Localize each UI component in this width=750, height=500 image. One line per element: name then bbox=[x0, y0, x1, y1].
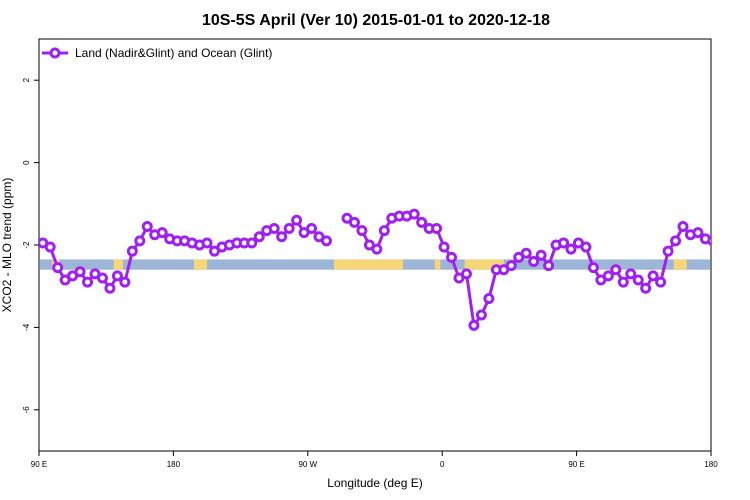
y-axis-ticks: 2 0 -2 -4 -6 bbox=[22, 77, 39, 413]
land-segment-4 bbox=[434, 259, 441, 270]
data-point bbox=[96, 272, 108, 284]
data-point bbox=[111, 270, 123, 282]
y-tick-label: 0 bbox=[22, 160, 31, 165]
data-point bbox=[156, 227, 168, 239]
data-point bbox=[625, 268, 637, 280]
land-segment-5 bbox=[464, 259, 504, 270]
data-point bbox=[134, 235, 146, 247]
data-point bbox=[505, 260, 517, 272]
data-point bbox=[104, 282, 116, 294]
data-point bbox=[356, 225, 368, 237]
data-point bbox=[460, 268, 472, 280]
data-point bbox=[520, 247, 532, 259]
data-point bbox=[558, 237, 570, 249]
data-point bbox=[535, 249, 547, 261]
x-tick-label: 90 E bbox=[31, 460, 47, 469]
data-point bbox=[44, 241, 56, 253]
data-point bbox=[632, 274, 644, 286]
data-point bbox=[640, 282, 652, 294]
data-point bbox=[662, 245, 674, 257]
data-point bbox=[283, 223, 295, 235]
land-segment-6 bbox=[673, 259, 687, 270]
legend: Land (Nadir&Glint) and Ocean (Glint) bbox=[42, 46, 272, 60]
data-point bbox=[141, 220, 153, 232]
land-ocean-band bbox=[40, 259, 710, 270]
data-point bbox=[692, 227, 704, 239]
x-tick-label: 90 E bbox=[568, 460, 584, 469]
data-point bbox=[446, 251, 458, 263]
data-point bbox=[306, 223, 318, 235]
x-tick-label: 180 bbox=[167, 460, 181, 469]
data-point bbox=[348, 216, 360, 228]
data-point bbox=[416, 216, 428, 228]
land-segment-2 bbox=[193, 259, 207, 270]
data-point bbox=[707, 235, 711, 247]
data-point bbox=[268, 223, 280, 235]
data-point bbox=[677, 220, 689, 232]
y-tick-label: -6 bbox=[22, 406, 31, 414]
chart-title: 10S-5S April (Ver 10) 2015-01-01 to 2020… bbox=[202, 12, 550, 29]
data-point bbox=[587, 262, 599, 274]
data-point bbox=[475, 309, 487, 321]
data-point bbox=[119, 276, 131, 288]
data-point bbox=[253, 231, 265, 243]
data-point bbox=[528, 255, 540, 267]
data-point bbox=[246, 237, 258, 249]
data-point bbox=[276, 231, 288, 243]
data-point bbox=[408, 208, 420, 220]
data-point bbox=[565, 243, 577, 255]
x-tick-label: 90 W bbox=[298, 460, 317, 469]
data-point bbox=[126, 245, 138, 257]
data-point bbox=[543, 260, 555, 272]
series-layer bbox=[39, 208, 711, 331]
data-point bbox=[320, 235, 332, 247]
data-point bbox=[617, 276, 629, 288]
y-tick-label: -4 bbox=[22, 323, 31, 331]
data-point bbox=[371, 243, 383, 255]
y-tick-label: -2 bbox=[22, 241, 31, 249]
x-tick-label: 180 bbox=[704, 460, 718, 469]
data-point bbox=[291, 214, 303, 226]
data-point bbox=[468, 319, 480, 331]
x-axis-ticks: 90 E 180 90 W 0 90 E 180 bbox=[31, 451, 718, 469]
data-point bbox=[438, 241, 450, 253]
legend-label: Land (Nadir&Glint) and Ocean (Glint) bbox=[75, 46, 272, 60]
data-point bbox=[82, 276, 94, 288]
land-segment-3 bbox=[333, 259, 403, 270]
y-tick-label: 2 bbox=[22, 77, 31, 82]
data-point bbox=[52, 262, 64, 274]
data-point bbox=[431, 223, 443, 235]
x-axis-label: Longitude (deg E) bbox=[327, 476, 422, 490]
data-point bbox=[483, 293, 495, 305]
data-point bbox=[670, 235, 682, 247]
data-point bbox=[201, 237, 213, 249]
data-point bbox=[74, 266, 86, 278]
land-segment-1 bbox=[113, 259, 123, 270]
legend-marker-swatch bbox=[49, 47, 61, 59]
y-axis-label: XCO2 - MLO trend (ppm) bbox=[0, 178, 14, 313]
data-point bbox=[610, 264, 622, 276]
data-point bbox=[580, 241, 592, 253]
data-point bbox=[655, 276, 667, 288]
data-point bbox=[647, 270, 659, 282]
x-tick-label: 0 bbox=[440, 460, 445, 469]
data-point bbox=[602, 270, 614, 282]
data-point bbox=[378, 225, 390, 237]
